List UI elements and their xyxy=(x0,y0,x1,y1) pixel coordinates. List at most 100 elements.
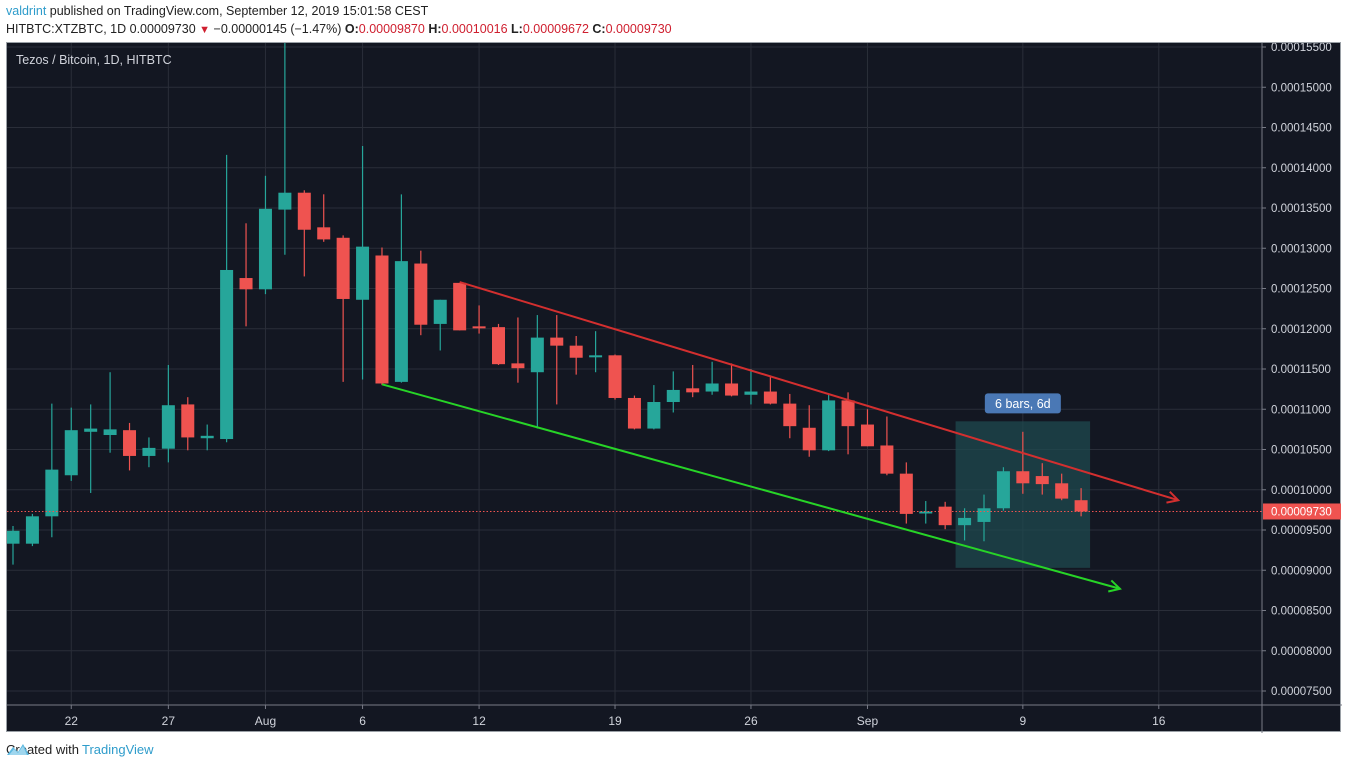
candle[interactable] xyxy=(278,43,292,255)
tradingview-link[interactable]: TradingView xyxy=(81,742,154,757)
candle[interactable] xyxy=(103,372,117,453)
candle[interactable] xyxy=(433,299,447,351)
candle[interactable] xyxy=(220,154,234,443)
candle[interactable] xyxy=(45,403,59,538)
candle[interactable] xyxy=(239,223,253,327)
x-axis-label: 12 xyxy=(472,714,486,728)
y-axis-label: 0.00009500 xyxy=(1271,525,1332,537)
candle[interactable] xyxy=(647,385,661,430)
x-axis-label: 22 xyxy=(65,714,79,728)
y-axis-label: 0.00011500 xyxy=(1271,364,1331,376)
open-value: 0.00009870 xyxy=(358,22,425,36)
candle[interactable] xyxy=(200,424,214,451)
y-axis-label: 0.00010000 xyxy=(1271,485,1332,497)
candle[interactable] xyxy=(802,405,816,457)
candle[interactable] xyxy=(589,331,603,373)
y-axis-label: 0.00008500 xyxy=(1271,606,1332,618)
candle[interactable] xyxy=(822,393,836,452)
high-value: 0.00010016 xyxy=(441,22,508,36)
candle[interactable] xyxy=(550,315,564,405)
candle[interactable] xyxy=(1035,463,1049,495)
low-label: L: xyxy=(511,22,523,36)
candle[interactable] xyxy=(297,190,311,277)
price-change: −0.00000145 (−1.47%) xyxy=(213,22,342,36)
y-axis-label: 0.00007500 xyxy=(1271,686,1332,698)
support-arrow-icon xyxy=(1108,579,1122,593)
candle[interactable] xyxy=(414,250,428,336)
candle[interactable] xyxy=(627,395,641,430)
published-text: published on TradingView.com, September … xyxy=(46,4,429,18)
x-axis-label: Sep xyxy=(857,714,879,728)
y-axis-label: 0.00013000 xyxy=(1271,243,1332,255)
candle[interactable] xyxy=(64,407,78,481)
last-price-label: 0.00009730 xyxy=(1271,506,1332,518)
publisher-link[interactable]: valdrint xyxy=(6,4,47,18)
candle[interactable] xyxy=(919,501,933,524)
candle[interactable] xyxy=(123,422,137,471)
support-trend-line[interactable] xyxy=(381,383,1121,590)
candle[interactable] xyxy=(569,335,583,375)
resistance-trend-line[interactable] xyxy=(459,281,1179,502)
candle[interactable] xyxy=(996,467,1010,511)
candle[interactable] xyxy=(899,462,913,524)
x-axis-label: Aug xyxy=(255,714,276,728)
candle[interactable] xyxy=(258,175,272,295)
candle[interactable] xyxy=(472,305,486,334)
candle[interactable] xyxy=(783,393,797,439)
low-value: 0.00009672 xyxy=(522,22,589,36)
candle[interactable] xyxy=(336,235,350,382)
candle[interactable] xyxy=(744,369,758,405)
candle[interactable] xyxy=(492,323,505,365)
open-label: O: xyxy=(344,22,359,36)
candle[interactable] xyxy=(161,364,175,463)
candle[interactable] xyxy=(142,437,156,468)
close-value: 0.00009730 xyxy=(605,22,672,36)
candle[interactable] xyxy=(880,416,894,476)
candle[interactable] xyxy=(453,282,467,331)
footer: Created with TradingView xyxy=(6,742,154,757)
candle[interactable] xyxy=(938,501,952,530)
candle[interactable] xyxy=(394,194,408,383)
high-label: H: xyxy=(428,22,442,36)
y-axis-label: 0.00014500 xyxy=(1271,123,1332,135)
candle[interactable] xyxy=(530,315,544,429)
candle[interactable] xyxy=(1055,473,1069,501)
candle[interactable] xyxy=(860,409,874,447)
y-axis-label: 0.00012000 xyxy=(1271,324,1332,336)
candlestick-chart[interactable]: 0.00015500 0.00015000 0.00014500 0.00014000… xyxy=(7,43,1342,733)
ohlc-bar: HITBTC:XTZBTC, 1D 0.00009730 ▼ −0.000001… xyxy=(6,22,672,36)
y-axis-label: 0.00015500 xyxy=(1271,43,1332,54)
y-axis-label: 0.00012500 xyxy=(1271,284,1332,296)
candle[interactable] xyxy=(841,392,855,455)
candle[interactable] xyxy=(511,317,525,383)
y-axis-label: 0.00014000 xyxy=(1271,163,1332,175)
candle[interactable] xyxy=(686,364,700,398)
candle[interactable] xyxy=(608,354,622,400)
candle[interactable] xyxy=(1074,488,1088,517)
y-axis-label: 0.00013500 xyxy=(1271,203,1332,215)
candle[interactable] xyxy=(666,371,680,413)
chart-pane[interactable]: 0.00015500 0.00015000 0.00014500 0.00014000… xyxy=(6,42,1342,733)
candle[interactable] xyxy=(725,363,739,397)
candle[interactable] xyxy=(25,513,39,547)
y-axis-label: 0.00010500 xyxy=(1271,445,1332,457)
x-axis-label: 26 xyxy=(744,714,758,728)
candle[interactable] xyxy=(317,194,331,242)
symbol-price: HITBTC:XTZBTC, 1D 0.00009730 xyxy=(6,22,196,36)
candle[interactable] xyxy=(705,361,719,395)
x-axis-label: 19 xyxy=(608,714,622,728)
candle[interactable] xyxy=(763,375,777,405)
candle[interactable] xyxy=(356,146,370,380)
candle[interactable] xyxy=(1016,431,1030,494)
candle[interactable] xyxy=(84,404,98,493)
candle[interactable] xyxy=(181,397,195,451)
x-axis-label: 9 xyxy=(1019,714,1026,728)
y-axis-label: 0.00011000 xyxy=(1271,404,1331,416)
candle[interactable] xyxy=(958,508,972,541)
close-label: C: xyxy=(592,22,606,36)
measure-label: 6 bars, 6d xyxy=(995,397,1051,411)
last-price-badge xyxy=(1263,503,1341,520)
y-axis-label: 0.00008000 xyxy=(1271,646,1332,658)
candle[interactable] xyxy=(375,247,389,386)
candle[interactable] xyxy=(7,525,20,565)
